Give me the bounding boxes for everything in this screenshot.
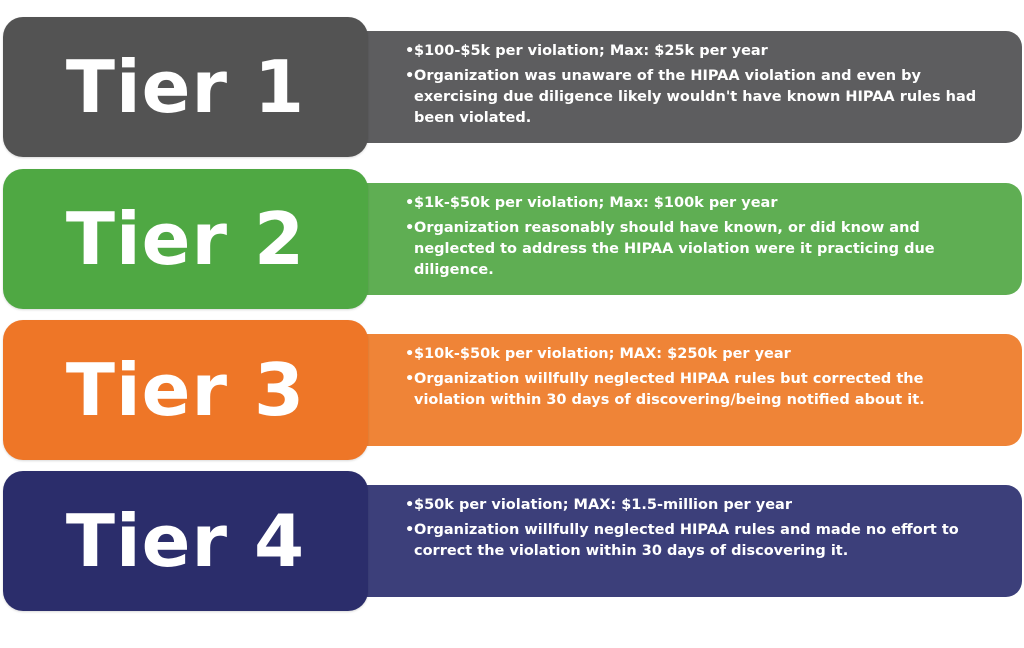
tier-4-condition-text: Organization willfully neglected HIPAA r…	[414, 522, 959, 559]
tier-3-description-panel: • $10k-$50k per violation; MAX: $250k pe…	[355, 334, 1022, 446]
tier-3-label: Tier 3	[3, 320, 368, 460]
tier-4-penalty-text: $50k per violation; MAX: $1.5-million pe…	[414, 497, 792, 513]
tier-2-penalty-text: $1k-$50k per violation; Max: $100k per y…	[414, 195, 778, 211]
tier-1-penalty: • $100-$5k per violation; Max: $25k per …	[405, 41, 992, 62]
tier-4-penalty: • $50k per violation; MAX: $1.5-million …	[405, 495, 992, 516]
bullet-icon: •	[405, 346, 415, 362]
tier-4-label: Tier 4	[3, 471, 368, 611]
tier-2-penalty: • $1k-$50k per violation; Max: $100k per…	[405, 193, 992, 214]
tier-1-description-panel: • $100-$5k per violation; Max: $25k per …	[355, 31, 1022, 143]
tier-2-description-panel: • $1k-$50k per violation; Max: $100k per…	[355, 183, 1022, 295]
tier-2-label: Tier 2	[3, 169, 368, 309]
bullet-icon: •	[405, 220, 415, 236]
bullet-icon: •	[405, 43, 415, 59]
tier-1-condition: • Organization was unaware of the HIPAA …	[405, 66, 992, 129]
tier-4-description-panel: • $50k per violation; MAX: $1.5-million …	[355, 485, 1022, 597]
tier-2-condition: • Organization reasonably should have kn…	[405, 218, 992, 281]
bullet-icon: •	[405, 195, 415, 211]
tier-3-penalty: • $10k-$50k per violation; MAX: $250k pe…	[405, 344, 992, 365]
bullet-icon: •	[405, 497, 415, 513]
tier-3-condition: • Organization willfully neglected HIPAA…	[405, 369, 992, 411]
tier-1-condition-text: Organization was unaware of the HIPAA vi…	[414, 68, 977, 126]
tier-2-condition-text: Organization reasonably should have know…	[414, 220, 935, 278]
bullet-icon: •	[405, 68, 415, 84]
tier-3-condition-text: Organization willfully neglected HIPAA r…	[414, 371, 925, 408]
tier-1-label: Tier 1	[3, 17, 368, 157]
tier-4-condition: • Organization willfully neglected HIPAA…	[405, 520, 992, 562]
bullet-icon: •	[405, 371, 415, 387]
tier-3-penalty-text: $10k-$50k per violation; MAX: $250k per …	[414, 346, 791, 362]
tier-1-penalty-text: $100-$5k per violation; Max: $25k per ye…	[414, 43, 768, 59]
bullet-icon: •	[405, 522, 415, 538]
